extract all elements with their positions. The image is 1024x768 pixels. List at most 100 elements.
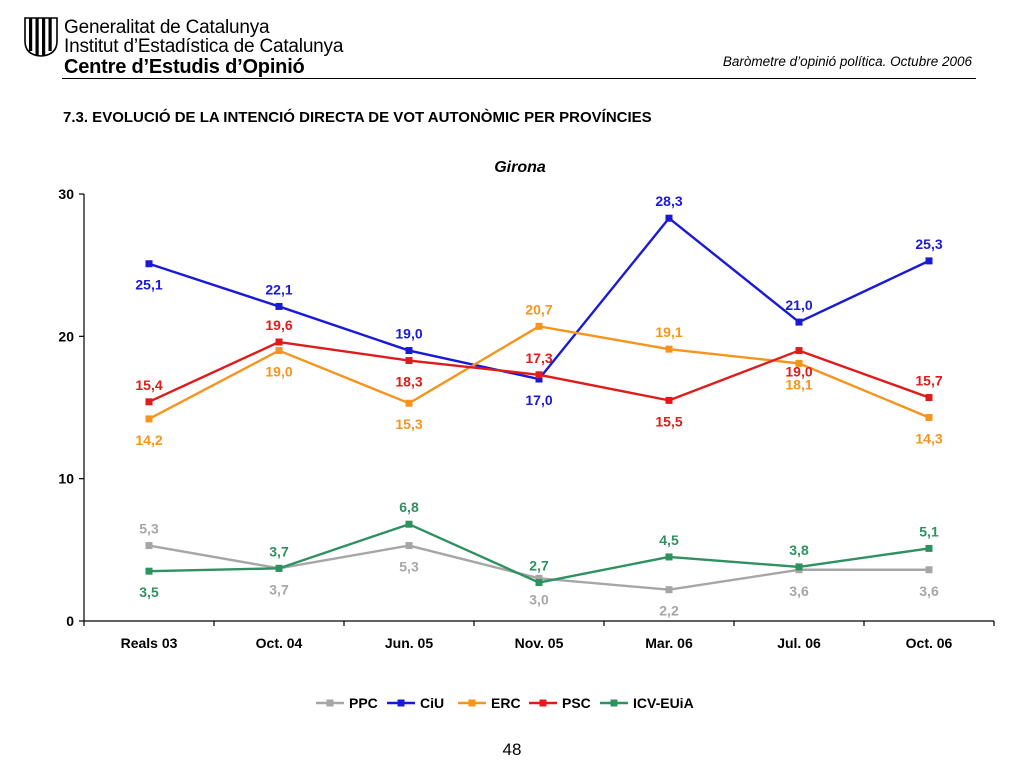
data-label-icv-euia: 2,7 bbox=[529, 558, 549, 574]
data-label-ppc: 5,3 bbox=[399, 559, 419, 575]
data-label-erc: 19,0 bbox=[265, 364, 292, 380]
org-name-line3: Centre d’Estudis d’Opinió bbox=[64, 56, 305, 78]
legend-label-icv-euia: ICV-EUiA bbox=[633, 695, 694, 711]
data-label-psc: 18,3 bbox=[395, 374, 422, 390]
org-name-line2: Institut d’Estadística de Catalunya bbox=[64, 36, 344, 57]
data-point-ciu bbox=[275, 302, 283, 310]
data-point-icv-euia bbox=[145, 567, 153, 575]
data-label-icv-euia: 6,8 bbox=[399, 499, 419, 515]
generalitat-coat-of-arms-icon bbox=[24, 17, 58, 57]
y-tick-label: 0 bbox=[66, 613, 74, 629]
data-point-ciu bbox=[145, 260, 153, 268]
legend-marker-icv-euia bbox=[610, 699, 618, 707]
legend-marker-psc bbox=[539, 699, 547, 707]
data-point-ciu bbox=[535, 375, 543, 383]
data-point-erc bbox=[665, 345, 673, 353]
x-tick-label: Jun. 05 bbox=[385, 635, 433, 651]
data-point-erc bbox=[925, 413, 933, 421]
data-label-ppc: 3,6 bbox=[789, 583, 809, 599]
legend-marker-erc bbox=[468, 699, 476, 707]
data-label-ciu: 21,0 bbox=[785, 297, 812, 313]
chart-title: Girona bbox=[494, 159, 546, 176]
data-label-ciu: 25,3 bbox=[915, 236, 942, 252]
data-point-psc bbox=[925, 394, 933, 402]
data-label-psc: 15,7 bbox=[915, 373, 942, 389]
data-label-erc: 18,1 bbox=[785, 376, 812, 392]
data-label-icv-euia: 4,5 bbox=[659, 532, 679, 548]
x-tick-label: Jul. 06 bbox=[777, 635, 821, 651]
y-tick-label: 10 bbox=[58, 471, 74, 487]
y-tick-label: 30 bbox=[58, 186, 74, 202]
series-line-icv-euia bbox=[148, 523, 930, 584]
data-point-icv-euia bbox=[925, 544, 933, 552]
legend-label-psc: PSC bbox=[562, 695, 591, 711]
data-point-ciu bbox=[405, 347, 413, 355]
data-label-ciu: 28,3 bbox=[655, 193, 682, 209]
data-label-psc: 17,3 bbox=[525, 350, 552, 366]
data-point-ppc bbox=[535, 574, 543, 582]
data-point-ppc bbox=[925, 566, 933, 574]
data-point-icv-euia bbox=[665, 553, 673, 561]
data-point-psc bbox=[665, 396, 673, 404]
x-tick-label: Oct. 04 bbox=[256, 635, 303, 651]
header-divider bbox=[62, 78, 976, 79]
data-label-icv-euia: 3,8 bbox=[789, 542, 809, 558]
report-title: Baròmetre d’opinió política. Octubre 200… bbox=[722, 54, 972, 69]
legend-label-erc: ERC bbox=[491, 695, 521, 711]
data-label-ciu: 19,0 bbox=[395, 326, 422, 342]
data-label-ppc: 3,6 bbox=[919, 583, 939, 599]
data-label-icv-euia: 3,7 bbox=[269, 543, 289, 559]
data-point-erc bbox=[405, 399, 413, 407]
legend-marker-ciu bbox=[397, 699, 405, 707]
data-point-erc bbox=[535, 322, 543, 330]
data-label-ppc: 5,3 bbox=[139, 521, 159, 537]
data-point-icv-euia bbox=[275, 564, 283, 572]
data-label-erc: 14,3 bbox=[915, 430, 942, 446]
section-title: 7.3. EVOLUCIÓ DE LA INTENCIÓ DIRECTA DE … bbox=[63, 109, 652, 126]
y-tick-label: 20 bbox=[58, 328, 74, 344]
data-label-erc: 20,7 bbox=[525, 301, 552, 317]
data-label-ppc: 2,2 bbox=[659, 603, 679, 619]
x-tick-label: Oct. 06 bbox=[906, 635, 953, 651]
data-point-ppc bbox=[145, 542, 153, 550]
data-label-erc: 15,3 bbox=[395, 416, 422, 432]
x-tick-label: Nov. 05 bbox=[515, 635, 564, 651]
data-label-ppc: 3,0 bbox=[529, 591, 549, 607]
header-logo: Generalitat de Catalunya Institut d’Esta… bbox=[24, 17, 343, 79]
data-label-psc: 19,0 bbox=[785, 364, 812, 380]
data-point-psc bbox=[145, 398, 153, 406]
data-label-psc: 15,4 bbox=[135, 377, 162, 393]
data-label-ciu: 22,1 bbox=[265, 281, 292, 297]
data-point-ppc bbox=[665, 586, 673, 594]
data-point-erc bbox=[145, 415, 153, 423]
data-point-icv-euia bbox=[535, 579, 543, 587]
data-point-ciu bbox=[665, 214, 673, 222]
data-point-psc bbox=[535, 371, 543, 379]
data-label-erc: 14,2 bbox=[135, 432, 162, 448]
org-name-line1: Generalitat de Catalunya bbox=[64, 17, 270, 38]
data-label-erc: 19,1 bbox=[655, 324, 682, 340]
data-point-psc bbox=[405, 357, 413, 365]
x-tick-label: Reals 03 bbox=[121, 635, 178, 651]
data-point-ciu bbox=[795, 318, 803, 326]
data-label-ciu: 17,0 bbox=[525, 392, 552, 408]
data-label-ppc: 3,7 bbox=[269, 581, 289, 597]
x-tick-label: Mar. 06 bbox=[645, 635, 693, 651]
data-point-ciu bbox=[925, 257, 933, 265]
data-label-psc: 15,5 bbox=[655, 413, 682, 429]
data-point-erc bbox=[795, 359, 803, 367]
data-point-icv-euia bbox=[795, 563, 803, 571]
data-point-psc bbox=[795, 347, 803, 355]
page-number: 48 bbox=[502, 740, 522, 759]
data-point-psc bbox=[275, 338, 283, 346]
data-point-icv-euia bbox=[405, 520, 413, 528]
data-point-ppc bbox=[405, 542, 413, 550]
data-label-icv-euia: 5,1 bbox=[919, 523, 939, 539]
legend-marker-ppc bbox=[326, 699, 334, 707]
legend-label-ppc: PPC bbox=[349, 695, 378, 711]
data-label-psc: 19,6 bbox=[265, 317, 292, 333]
data-point-erc bbox=[275, 347, 283, 355]
data-label-ciu: 25,1 bbox=[135, 277, 162, 293]
legend-label-ciu: CiU bbox=[420, 695, 444, 711]
